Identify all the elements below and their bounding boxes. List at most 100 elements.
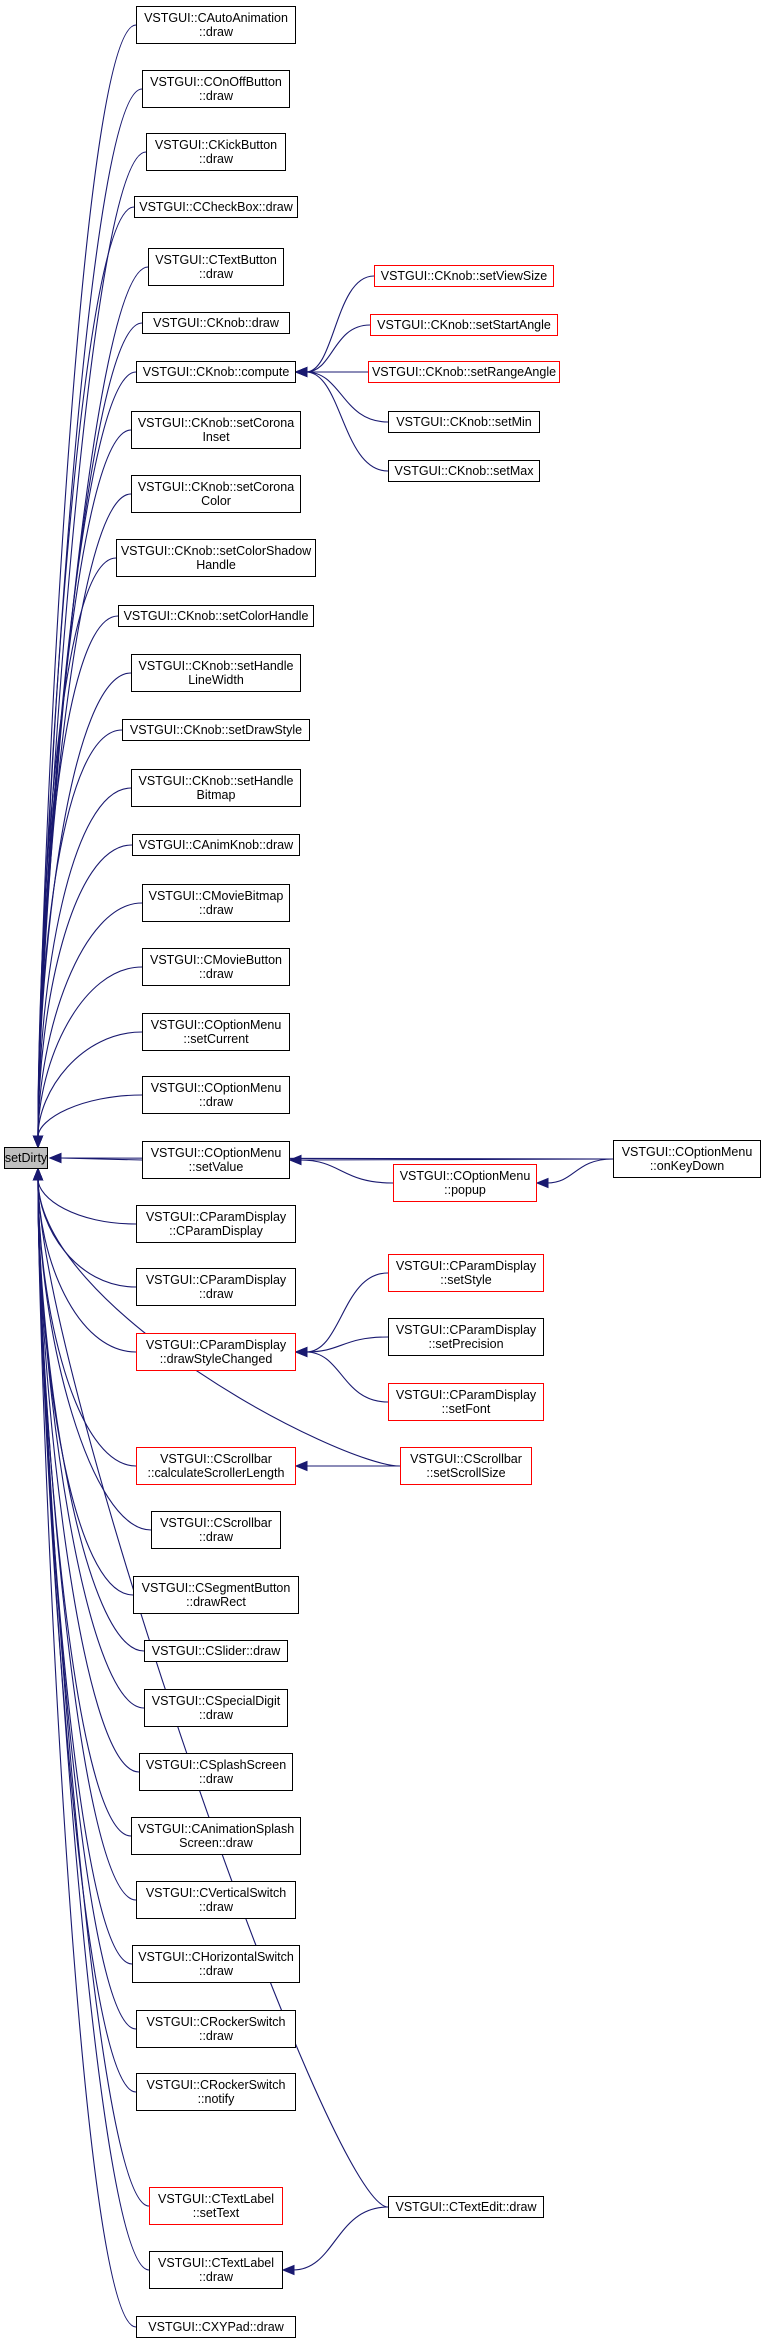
node-label-line: VSTGUI::CRockerSwitch	[146, 2015, 286, 2029]
graph-node-cknob-set-color-handle[interactable]: VSTGUI::CKnob::setColorHandle	[118, 605, 314, 627]
node-label-line: ::draw	[198, 1530, 234, 1544]
graph-node-ctext-label-draw[interactable]: VSTGUI::CTextLabel::draw	[149, 2251, 283, 2289]
graph-node-csegment-button-draw-rect[interactable]: VSTGUI::CSegmentButton::drawRect	[133, 1576, 299, 1614]
edge-arrowhead	[294, 1346, 308, 1358]
node-label-line: ::draw	[198, 2029, 234, 2043]
graph-node-cscrollbar-set-scroll-size[interactable]: VSTGUI::CScrollbar::setScrollSize	[400, 1447, 532, 1485]
node-label-line: VSTGUI::COnOffButton	[150, 75, 282, 89]
edge-cmovie-button-draw-to-set-dirty	[37, 966, 143, 1138]
node-label-line: ::onKeyDown	[649, 1159, 725, 1173]
node-label-line: Inset	[202, 430, 230, 444]
graph-node-cknob-set-handle-line-width[interactable]: VSTGUI::CKnob::setHandle LineWidth	[131, 654, 301, 692]
graph-node-ccheck-box-draw[interactable]: VSTGUI::CCheckBox::draw	[134, 196, 298, 218]
root-node-setdirty[interactable]: setDirty	[4, 1147, 48, 1169]
graph-node-ctext-edit-draw[interactable]: VSTGUI::CTextEdit::draw	[388, 2196, 544, 2218]
graph-node-canimation-splash-screen-draw[interactable]: VSTGUI::CAnimationSplash Screen::draw	[131, 1817, 301, 1855]
node-label-line: ::CParamDisplay	[169, 1224, 263, 1238]
graph-node-cparam-display-cparam-display[interactable]: VSTGUI::CParamDisplay::CParamDisplay	[136, 1205, 296, 1243]
graph-node-cknob-set-range-angle[interactable]: VSTGUI::CKnob::setRangeAngle	[368, 361, 560, 383]
edge-coption-menu-on-key-down-to-coption-menu-set-value	[299, 1158, 614, 1161]
node-label-line: VSTGUI::COptionMenu	[150, 1081, 282, 1095]
graph-node-crocker-switch-draw[interactable]: VSTGUI::CRockerSwitch::draw	[136, 2010, 296, 2048]
node-label-line: VSTGUI::CKnob::setStartAngle	[377, 318, 551, 332]
graph-node-cxypad-draw[interactable]: VSTGUI::CXYPad::draw	[136, 2316, 296, 2338]
graph-node-cknob-set-corona-inset[interactable]: VSTGUI::CKnob::setCorona Inset	[131, 411, 301, 449]
graph-node-cknob-set-color-shadow-handle[interactable]: VSTGUI::CKnob::setColorShadow Handle	[116, 539, 316, 577]
edge-ctext-edit-draw-to-ctext-label-draw	[292, 2206, 389, 2271]
graph-node-coption-menu-draw[interactable]: VSTGUI::COptionMenu::draw	[142, 1076, 290, 1114]
node-label-line: VSTGUI::CTextLabel	[157, 2256, 274, 2270]
graph-node-cparam-display-set-style[interactable]: VSTGUI::CParamDisplay::setStyle	[388, 1254, 544, 1292]
graph-node-cknob-set-draw-style[interactable]: VSTGUI::CKnob::setDrawStyle	[122, 719, 310, 741]
node-label-line: Handle	[196, 558, 236, 572]
node-label-line: VSTGUI::CTextEdit::draw	[395, 2200, 537, 2214]
graph-node-cspecial-digit-draw[interactable]: VSTGUI::CSpecialDigit::draw	[144, 1689, 288, 1727]
node-label-line: VSTGUI::CKnob::setDrawStyle	[129, 723, 303, 737]
graph-node-cparam-display-set-font[interactable]: VSTGUI::CParamDisplay::setFont	[388, 1383, 544, 1421]
edge-cknob-set-handle-bitmap-to-set-dirty	[37, 787, 132, 1138]
node-label-line: VSTGUI::CKnob::setRangeAngle	[371, 365, 557, 379]
node-label-line: LineWidth	[188, 673, 244, 687]
graph-node-chorizontal-switch-draw[interactable]: VSTGUI::CHorizontalSwitch::draw	[132, 1945, 300, 1983]
node-label-line: VSTGUI::CHorizontalSwitch	[138, 1950, 294, 1964]
graph-node-coption-menu-set-current[interactable]: VSTGUI::COptionMenu::setCurrent	[142, 1013, 290, 1051]
graph-node-cslider-draw[interactable]: VSTGUI::CSlider::draw	[144, 1640, 288, 1662]
node-label-line: ::draw	[198, 1095, 234, 1109]
graph-node-cparam-display-draw-style-changed[interactable]: VSTGUI::CParamDisplay::drawStyleChanged	[136, 1333, 296, 1371]
graph-node-cvertical-switch-draw[interactable]: VSTGUI::CVerticalSwitch::draw	[136, 1881, 296, 1919]
graph-node-coption-menu-set-value[interactable]: VSTGUI::COptionMenu::setValue	[142, 1141, 290, 1179]
node-label-line: VSTGUI::COptionMenu	[150, 1146, 282, 1160]
edge-arrowhead	[32, 1167, 44, 1181]
graph-node-coption-menu-on-key-down[interactable]: VSTGUI::COptionMenu::onKeyDown	[613, 1140, 761, 1178]
graph-node-cauto-animation-draw[interactable]: VSTGUI::CAutoAnimation::draw	[136, 6, 296, 44]
edge-cscrollbar-draw-to-set-dirty	[37, 1178, 152, 1531]
node-label-line: ::setText	[192, 2206, 240, 2220]
node-label-line: VSTGUI::CKnob::setMax	[394, 464, 534, 478]
node-label-line: VSTGUI::CSlider::draw	[151, 1644, 281, 1658]
graph-node-ctext-button-draw[interactable]: VSTGUI::CTextButton::draw	[148, 248, 284, 286]
graph-node-ctext-label-set-text[interactable]: VSTGUI::CTextLabel::setText	[149, 2187, 283, 2225]
node-label-line: VSTGUI::CKickButton	[154, 138, 278, 152]
edge-arrowhead	[32, 1135, 44, 1149]
graph-node-cmovie-button-draw[interactable]: VSTGUI::CMovieButton::draw	[142, 948, 290, 986]
graph-node-cknob-set-start-angle[interactable]: VSTGUI::CKnob::setStartAngle	[370, 314, 558, 336]
graph-node-con-off-button-draw[interactable]: VSTGUI::COnOffButton::draw	[142, 70, 290, 108]
edge-cknob-set-start-angle-to-cknob-compute	[305, 324, 371, 373]
graph-node-cknob-set-view-size[interactable]: VSTGUI::CKnob::setViewSize	[374, 265, 554, 287]
edge-canim-knob-draw-to-set-dirty	[37, 844, 133, 1138]
graph-node-cscrollbar-draw[interactable]: VSTGUI::CScrollbar::draw	[151, 1511, 281, 1549]
node-label-line: ::draw	[198, 903, 234, 917]
graph-node-cknob-set-max[interactable]: VSTGUI::CKnob::setMax	[388, 460, 540, 482]
node-label-line: VSTGUI::CScrollbar	[160, 1516, 272, 1530]
node-label-line: VSTGUI::CRockerSwitch	[146, 2078, 286, 2092]
graph-node-crocker-switch-notify[interactable]: VSTGUI::CRockerSwitch::notify	[136, 2073, 296, 2111]
node-label-line: Bitmap	[196, 788, 236, 802]
graph-node-cscrollbar-calculate-scroller-length[interactable]: VSTGUI::CScrollbar::calculateScrollerLen…	[136, 1447, 296, 1485]
node-label-line: VSTGUI::CVerticalSwitch	[145, 1886, 287, 1900]
graph-node-ckick-button-draw[interactable]: VSTGUI::CKickButton::draw	[146, 133, 286, 171]
node-label-line: VSTGUI::CAutoAnimation	[144, 11, 288, 25]
node-label-line: ::setFont	[441, 1402, 491, 1416]
node-label-line: ::setPrecision	[428, 1337, 504, 1351]
node-label-line: VSTGUI::CSpecialDigit	[151, 1694, 281, 1708]
graph-node-cknob-set-corona-color[interactable]: VSTGUI::CKnob::setCorona Color	[131, 475, 301, 513]
node-label-line: VSTGUI::CScrollbar	[410, 1452, 522, 1466]
graph-node-csplash-screen-draw[interactable]: VSTGUI::CSplashScreen::draw	[139, 1753, 293, 1791]
edge-cparam-display-draw-to-set-dirty	[37, 1178, 137, 1288]
edge-arrowhead	[294, 1460, 308, 1472]
graph-node-cknob-compute[interactable]: VSTGUI::CKnob::compute	[136, 361, 296, 383]
graph-node-cknob-set-min[interactable]: VSTGUI::CKnob::setMin	[388, 411, 540, 433]
node-label-line: VSTGUI::COptionMenu	[150, 1018, 282, 1032]
node-label-line: ::draw	[198, 152, 234, 166]
node-label-line: ::notify	[197, 2092, 235, 2106]
edge-arrowhead	[281, 2264, 295, 2276]
graph-node-cparam-display-draw[interactable]: VSTGUI::CParamDisplay::draw	[136, 1268, 296, 1306]
graph-node-cparam-display-set-precision[interactable]: VSTGUI::CParamDisplay::setPrecision	[388, 1318, 544, 1356]
edge-coption-menu-on-key-down-to-coption-menu-popup	[546, 1158, 614, 1184]
graph-node-cknob-draw[interactable]: VSTGUI::CKnob::draw	[142, 312, 290, 334]
graph-node-cmovie-bitmap-draw[interactable]: VSTGUI::CMovieBitmap::draw	[142, 884, 290, 922]
edge-cscrollbar-calculate-scroller-length-to-set-dirty	[37, 1178, 137, 1467]
graph-node-cknob-set-handle-bitmap[interactable]: VSTGUI::CKnob::setHandle Bitmap	[131, 769, 301, 807]
graph-node-canim-knob-draw[interactable]: VSTGUI::CAnimKnob::draw	[132, 834, 300, 856]
graph-node-coption-menu-popup[interactable]: VSTGUI::COptionMenu::popup	[393, 1164, 537, 1202]
